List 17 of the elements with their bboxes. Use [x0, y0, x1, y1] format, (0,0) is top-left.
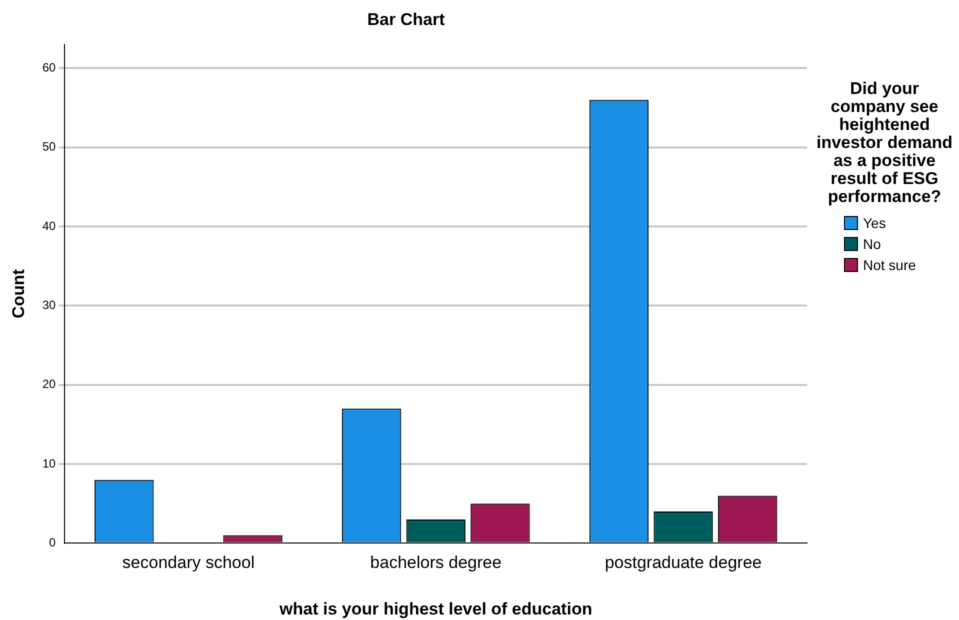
legend-label: Yes — [863, 214, 886, 230]
y-axis-title: Count — [8, 268, 28, 318]
legend-title: Did your company see heightened investor demand as a positive result of ESG performance? — [815, 79, 954, 206]
chart-title: Bar Chart — [367, 10, 446, 29]
y-tick-label: 50 — [42, 140, 56, 154]
x-tick-label: postgraduate degree — [604, 553, 762, 572]
y-tick-label: 30 — [42, 298, 56, 312]
legend-label: No — [863, 236, 881, 252]
y-tick-label: 0 — [49, 536, 56, 550]
y-tick-label: 60 — [42, 60, 56, 74]
x-axis-title: what is your highest level of education — [278, 599, 592, 618]
x-tick-label: secondary school — [122, 553, 255, 572]
y-tick-label: 40 — [42, 218, 56, 233]
x-tick-label: bachelors degree — [370, 553, 502, 572]
legend-label: Not sure — [863, 256, 916, 272]
y-tick-label: 10 — [42, 456, 56, 470]
y-tick-label: 20 — [42, 377, 56, 392]
